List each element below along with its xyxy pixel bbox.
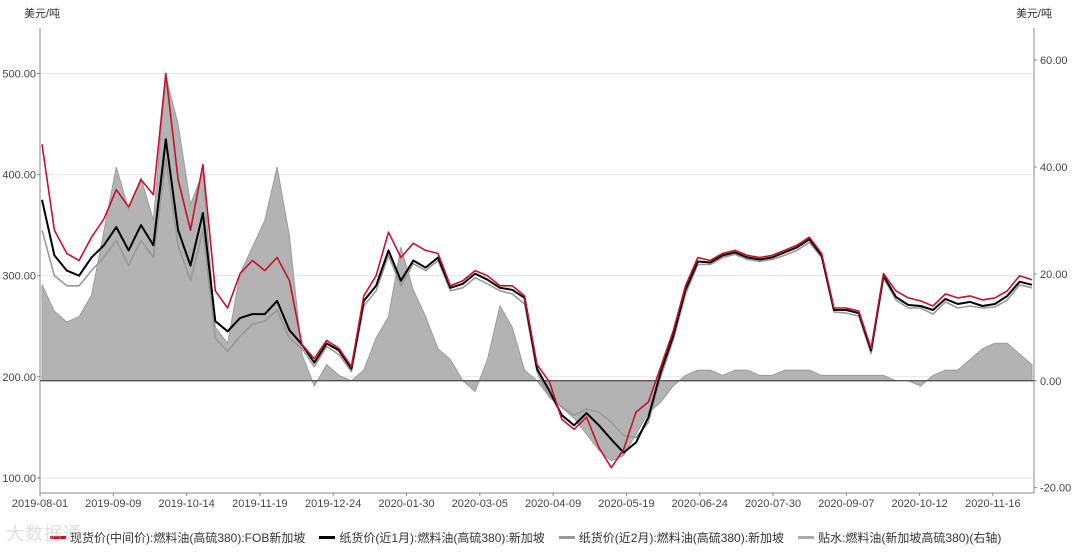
x-tick-label: 2020-05-19 — [598, 498, 654, 510]
x-tick-label: 2019-10-14 — [158, 498, 214, 510]
left-tick-label: 300.00 — [2, 271, 36, 283]
legend-label: 现货价(中间价):燃料油(高硫380):FOB新加坡 — [70, 530, 306, 545]
x-tick-label: 2019-08-01 — [12, 498, 68, 510]
legend-label: 纸货价(近2月):燃料油(高硫380):新加坡 — [578, 530, 785, 545]
legend-label: 贴水:燃料油(新加坡高硫380)(右轴) — [818, 530, 1002, 545]
legend-swatch-icon — [798, 535, 815, 539]
series-line-spot — [41, 72, 1033, 469]
right-tick-label: 20.00 — [1040, 269, 1068, 281]
watermark-logo: 大数据通 — [6, 524, 82, 544]
left-axis-unit: 美元/吨 — [24, 8, 61, 20]
right-tick-label: 60.00 — [1040, 55, 1068, 67]
legend-swatch-icon — [319, 535, 336, 539]
x-tick-label: 2020-11-16 — [965, 498, 1020, 510]
left-tick-label: 200.00 — [2, 372, 36, 384]
chart-legend: 现货价(中间价):燃料油(高硫380):FOB新加坡 纸货价(近1月):燃料油(… — [50, 528, 1015, 546]
x-tick-label: 2019-12-24 — [305, 498, 361, 510]
right-tick-label: 40.00 — [1040, 162, 1068, 174]
right-axis-unit: 美元/吨 — [1015, 8, 1052, 20]
x-tick-label: 2020-04-09 — [525, 498, 581, 510]
right-tick-label: -20.00 — [1040, 483, 1071, 495]
left-tick-label: 400.00 — [2, 170, 36, 182]
series-area-discount — [41, 75, 1033, 462]
right-tick-label: 0.00 — [1040, 376, 1061, 388]
x-tick-label: 2020-10-12 — [891, 498, 947, 510]
legend-item-paper-2m[interactable]: 纸货价(近2月):燃料油(高硫380):新加坡 — [558, 529, 785, 546]
left-tick-label: 100.00 — [2, 473, 36, 485]
x-tick-label: 2020-07-30 — [745, 498, 801, 510]
x-tick-label: 2020-09-07 — [818, 498, 874, 510]
x-tick-label: 2019-09-09 — [85, 498, 141, 510]
legend-label: 纸货价(近1月):燃料油(高硫380):新加坡 — [339, 530, 545, 545]
x-tick-label: 2020-06-24 — [672, 498, 728, 510]
legend-item-spot[interactable]: 现货价(中间价):燃料油(高硫380):FOB新加坡 — [50, 529, 305, 546]
x-tick-label: 2019-11-19 — [232, 498, 287, 510]
legend-item-discount[interactable]: 贴水:燃料油(新加坡高硫380)(右轴) — [798, 529, 1001, 546]
legend-item-paper-1m[interactable]: 纸货价(近1月):燃料油(高硫380):新加坡 — [319, 529, 545, 546]
left-tick-label: 500.00 — [2, 68, 36, 80]
legend-swatch-icon — [50, 535, 66, 539]
legend-swatch-icon — [558, 535, 575, 539]
x-tick-label: 2020-01-30 — [378, 498, 434, 510]
x-tick-label: 2020-03-05 — [452, 498, 508, 510]
